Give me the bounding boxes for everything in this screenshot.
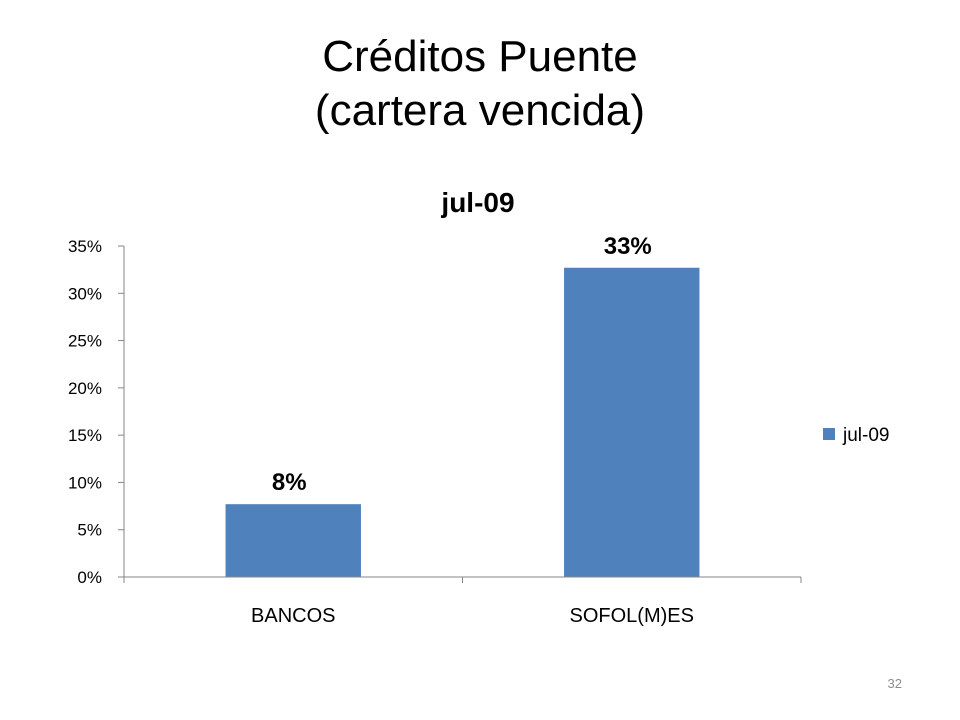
y-tick-label: 25% [68, 332, 102, 351]
data-label: 8% [272, 469, 307, 496]
x-tick-label: SOFOL(M)ES [570, 605, 694, 627]
y-tick-label: 35% [68, 237, 102, 256]
x-tick-label: BANCOS [251, 605, 335, 627]
data-label: 33% [604, 233, 652, 260]
slide-title-line-2: (cartera vencida) [314, 86, 646, 135]
legend-label: jul-09 [842, 425, 889, 446]
y-tick-label: 5% [77, 521, 102, 540]
y-tick-label: 20% [68, 379, 102, 398]
legend-swatch [823, 428, 835, 440]
y-tick-label: 10% [68, 473, 102, 492]
bar-sofol-m-es [564, 267, 700, 577]
bar-bancos [225, 504, 361, 577]
y-tick-label: 30% [68, 284, 102, 303]
slide-title-line-1: Créditos Puente [322, 32, 638, 81]
y-tick-label: 15% [68, 426, 102, 445]
page-number: 32 [887, 676, 902, 691]
slide-title: Créditos Puente (cartera vencida) [0, 30, 960, 138]
y-tick-label: 0% [77, 568, 102, 587]
chart-title: jul-09 [440, 187, 514, 218]
